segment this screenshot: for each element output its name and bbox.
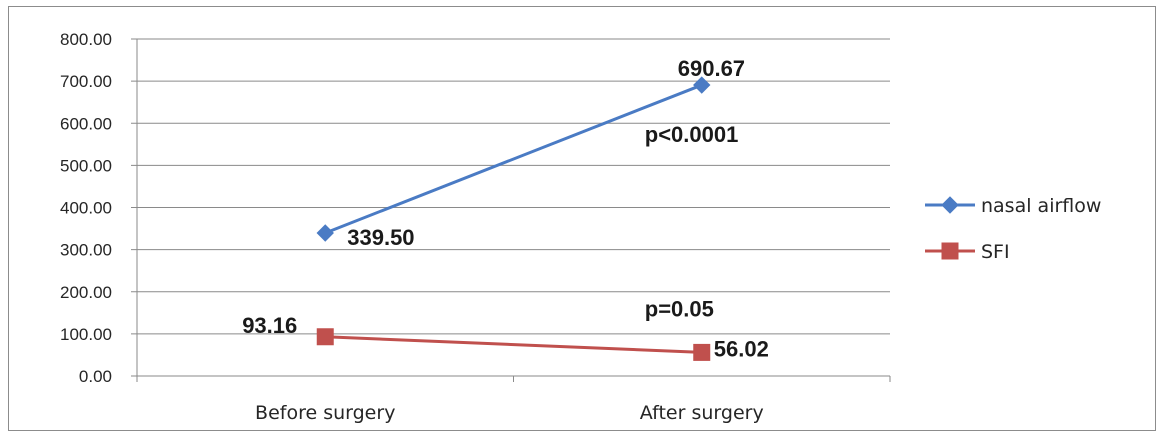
- data-labels: 339.50 690.67 93.16 56.02 p<0.0001 p=0.05: [242, 56, 769, 361]
- data-label: 690.67: [678, 56, 745, 81]
- series-line: [325, 335, 702, 354]
- data-point: [693, 343, 711, 361]
- annotation: p<0.0001: [645, 122, 739, 147]
- data-point: [316, 224, 334, 242]
- y-tick-label: 300.00: [60, 241, 112, 260]
- y-tick-label: 500.00: [60, 156, 112, 175]
- data-point: [693, 76, 711, 94]
- y-tick-label: 700.00: [60, 72, 112, 91]
- data-point: [316, 328, 334, 346]
- y-tick-label: 600.00: [60, 114, 112, 133]
- data-label: 339.50: [347, 225, 414, 250]
- x-tick-label: After surgery: [640, 402, 764, 424]
- legend: nasal airflow SFI: [925, 195, 1101, 263]
- x-tick-label: Before surgery: [255, 402, 395, 424]
- y-tick-label: 0.00: [79, 367, 112, 386]
- series-layer: [316, 76, 711, 361]
- annotation: p=0.05: [645, 296, 714, 321]
- y-axis: 0.00 100.00 200.00 300.00 400.00 500.00 600.00…: [60, 30, 138, 386]
- y-tick-label: 400.00: [60, 199, 112, 218]
- series-line: [324, 83, 703, 235]
- chart-frame: [8, 6, 1156, 431]
- legend-marker: [941, 196, 959, 214]
- data-label: 56.02: [714, 336, 769, 361]
- y-tick-label: 800.00: [60, 30, 112, 49]
- legend-label: SFI: [981, 241, 1010, 263]
- gridlines: [137, 38, 890, 335]
- y-tick-label: 100.00: [60, 325, 112, 344]
- y-tick-label: 200.00: [60, 283, 112, 302]
- data-label: 93.16: [242, 313, 297, 338]
- legend-label: nasal airflow: [981, 195, 1101, 217]
- legend-marker: [941, 242, 959, 260]
- x-axis: Before surgery After surgery: [136, 375, 891, 424]
